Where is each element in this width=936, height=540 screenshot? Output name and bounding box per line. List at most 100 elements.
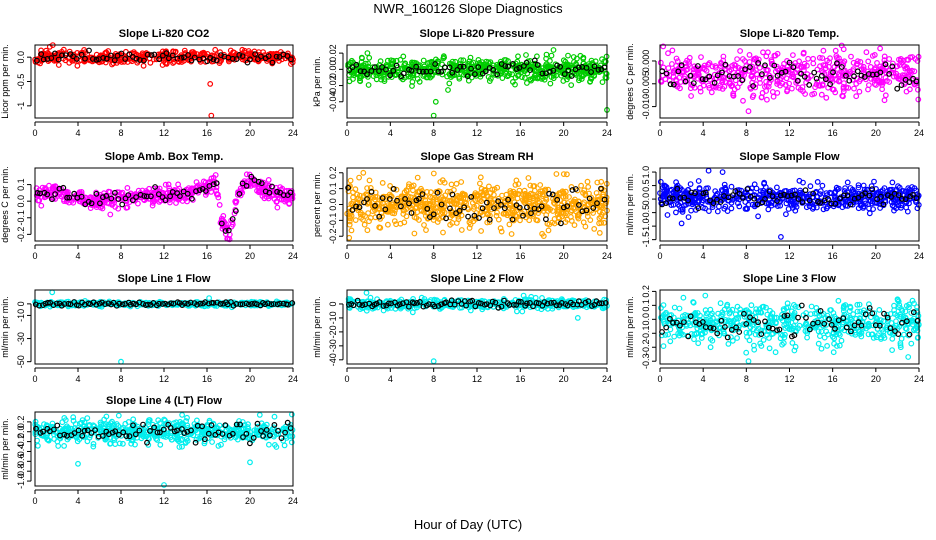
reference-point: [811, 69, 818, 76]
reference-point: [494, 71, 501, 78]
outlier-point: [207, 80, 214, 87]
reference-point: [843, 72, 849, 79]
reference-point: [165, 55, 172, 62]
reference-point: [782, 68, 789, 75]
outlier-point: [564, 171, 570, 178]
data-point: [866, 82, 872, 88]
data-point: [854, 58, 861, 65]
data-point: [448, 181, 455, 188]
data-point: [453, 180, 460, 187]
data-points: [32, 42, 296, 119]
outlier-point: [745, 108, 752, 115]
data-point: [832, 47, 839, 54]
reference-point: [759, 71, 765, 78]
y-tick-label: -0.2: [328, 228, 338, 244]
reference-point: [568, 73, 575, 79]
data-point: [537, 182, 544, 188]
data-point: [730, 90, 737, 97]
x-tick-label: 8: [744, 251, 749, 261]
reference-point: [416, 68, 423, 75]
reference-point: [353, 61, 360, 68]
data-point: [545, 227, 552, 234]
data-point: [726, 80, 733, 87]
data-point: [832, 89, 839, 96]
reference-point: [591, 63, 598, 70]
reference-point: [539, 70, 546, 77]
reference-point: [48, 55, 55, 61]
x-tick-label: 12: [472, 128, 482, 138]
data-point: [124, 184, 131, 191]
reference-point: [547, 68, 553, 75]
data-point: [770, 93, 777, 100]
data-point: [819, 182, 826, 189]
data-point: [424, 60, 431, 67]
data-point: [47, 52, 53, 59]
data-point: [165, 181, 172, 188]
data-point: [674, 81, 680, 87]
data-point: [713, 75, 720, 82]
data-point: [768, 57, 775, 63]
data-point: [706, 84, 713, 91]
y-tick-label: 0.0: [641, 193, 651, 206]
reference-point: [457, 63, 464, 70]
data-point: [433, 63, 440, 70]
data-point: [877, 63, 884, 70]
data-point: [897, 57, 904, 64]
panel-slope-amb-box-temp: Slope Amb. Box Temp.degrees C per min.0 4…: [0, 151, 298, 261]
reference-point: [52, 50, 58, 57]
data-points: [345, 47, 610, 119]
data-point: [879, 78, 885, 85]
data-point: [882, 74, 889, 81]
data-point: [548, 74, 555, 80]
reference-point: [475, 64, 482, 70]
data-point: [719, 77, 726, 84]
data-point: [824, 57, 830, 64]
data-point: [902, 65, 909, 72]
y-tick-label: -0.04: [328, 92, 338, 113]
reference-point: [368, 68, 375, 74]
data-point: [105, 188, 112, 195]
reference-point: [379, 64, 386, 70]
reference-point: [778, 69, 785, 76]
data-point: [568, 82, 575, 88]
y-axis-label: percent per min.: [312, 172, 322, 237]
data-point: [522, 74, 528, 81]
x-tick-label: 0: [657, 128, 662, 138]
reference-point: [557, 63, 563, 70]
reference-point: [858, 72, 865, 79]
reference-point: [393, 62, 400, 69]
reference-point: [427, 68, 434, 75]
x-tick-label: 12: [159, 251, 169, 261]
x-tick-label: 20: [245, 251, 255, 261]
data-point: [879, 86, 885, 93]
reference-point: [408, 67, 415, 74]
data-point: [588, 57, 595, 64]
data-point: [352, 217, 359, 224]
reference-point: [435, 68, 442, 75]
x-tick-label: 12: [472, 251, 482, 261]
plot-frame: [659, 44, 920, 119]
data-point: [427, 65, 434, 72]
data-point: [771, 52, 778, 59]
data-point: [740, 97, 746, 104]
data-point: [379, 179, 386, 186]
x-tick-label: 12: [159, 128, 169, 138]
data-point: [362, 60, 369, 67]
x-tick-label: 16: [515, 128, 525, 138]
y-tick-label: -0.5: [16, 74, 26, 90]
data-point: [397, 56, 404, 63]
data-point: [181, 47, 188, 54]
y-tick-label: 0.1: [328, 182, 338, 195]
data-point: [747, 84, 754, 91]
x-tick-label: 24: [914, 128, 924, 138]
data-point: [774, 89, 781, 96]
data-point: [664, 212, 671, 218]
data-point: [541, 76, 548, 83]
data-point: [657, 178, 664, 185]
data-point: [816, 82, 822, 88]
panel-title: Slope Line 1 Flow: [118, 273, 211, 285]
reference-point: [678, 62, 685, 69]
data-point: [786, 80, 792, 87]
reference-point: [838, 64, 845, 70]
reference-point: [204, 58, 211, 65]
